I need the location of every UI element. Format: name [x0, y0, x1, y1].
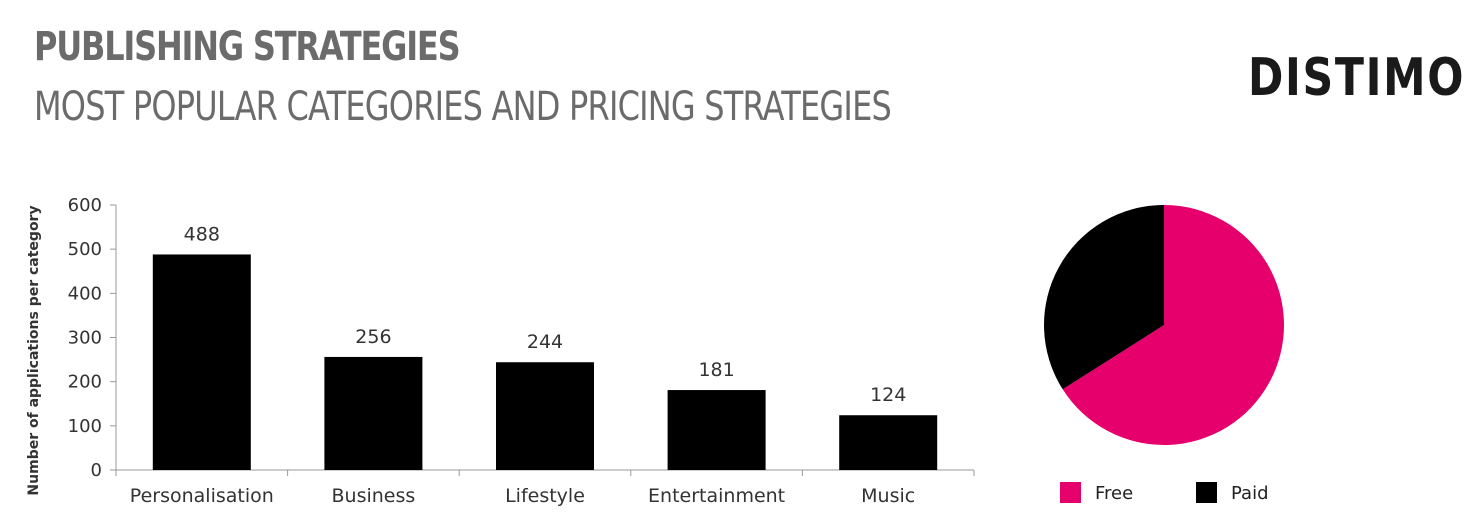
- legend-swatch-free: [1060, 482, 1081, 503]
- y-tick-label: 500: [68, 239, 102, 260]
- legend-label-free: Free: [1095, 483, 1133, 504]
- distimo-logo: DISTIMO: [1248, 48, 1466, 108]
- bar-music: [839, 415, 938, 470]
- x-category-label: Entertainment: [648, 485, 785, 507]
- y-tick-label: 0: [91, 460, 102, 481]
- bar-business: [324, 356, 423, 470]
- chart-title: PUBLISHING STRATEGIES: [34, 24, 461, 70]
- pie-slice-free: [1062, 205, 1284, 445]
- bar-value-label: 244: [527, 331, 563, 353]
- bar-entertainment: [667, 390, 766, 470]
- y-tick-label: 200: [68, 372, 102, 393]
- legend-swatch-paid: [1196, 482, 1217, 503]
- y-tick-label: 100: [68, 416, 102, 437]
- bar-value-label: 124: [870, 384, 906, 406]
- legend-label-paid: Paid: [1231, 483, 1269, 504]
- y-tick-label: 600: [68, 195, 102, 216]
- y-axis-label: Number of applications per category: [26, 205, 42, 495]
- y-tick-label: 400: [68, 283, 102, 304]
- x-category-label: Personalisation: [130, 485, 274, 507]
- x-category-label: Business: [332, 485, 416, 507]
- bar-value-label: 488: [184, 223, 220, 245]
- chart-subtitle: MOST POPULAR CATEGORIES AND PRICING STRA…: [34, 84, 892, 130]
- bar-personalisation: [152, 254, 251, 470]
- bar-lifestyle: [496, 362, 594, 470]
- x-category-label: Lifestyle: [505, 485, 585, 507]
- x-category-label: Music: [861, 485, 915, 507]
- bar-value-label: 181: [698, 359, 734, 381]
- y-tick-label: 300: [68, 328, 102, 349]
- pie-chart: Free Paid: [1044, 205, 1284, 504]
- pie-slice-paid: [1044, 205, 1164, 390]
- bar-chart: 0 100 200 300 400 500 600 Number of application…: [26, 195, 975, 507]
- bar-value-label: 256: [355, 326, 391, 348]
